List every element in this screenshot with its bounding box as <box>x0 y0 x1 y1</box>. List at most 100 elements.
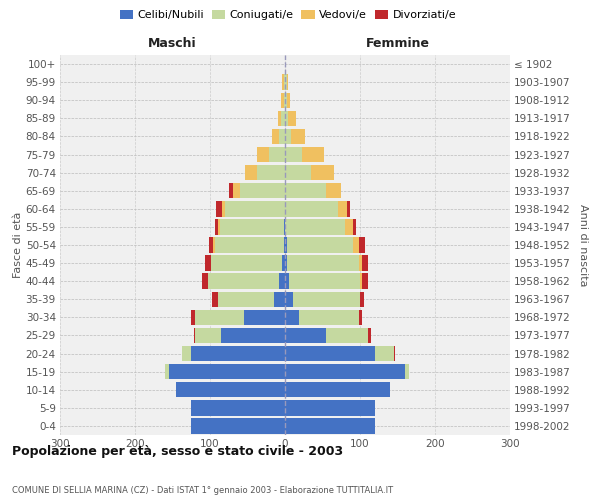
Bar <box>375 346 394 362</box>
Bar <box>394 346 395 362</box>
Bar <box>284 92 285 108</box>
Bar <box>225 201 285 216</box>
Bar <box>285 238 287 252</box>
Bar <box>182 346 191 362</box>
Bar <box>215 219 218 234</box>
Bar <box>191 310 195 325</box>
Bar <box>165 364 169 380</box>
Bar <box>285 382 390 398</box>
Bar <box>281 110 285 126</box>
Bar <box>216 201 222 216</box>
Bar <box>285 219 345 234</box>
Bar <box>281 92 284 108</box>
Bar <box>353 219 356 234</box>
Bar <box>311 165 334 180</box>
Bar <box>282 74 284 90</box>
Bar <box>359 310 362 325</box>
Bar <box>208 274 279 289</box>
Bar <box>287 238 353 252</box>
Bar <box>405 364 409 380</box>
Bar <box>361 256 367 271</box>
Bar <box>367 328 371 343</box>
Bar <box>213 238 215 252</box>
Bar <box>347 201 350 216</box>
Bar <box>215 238 284 252</box>
Bar <box>285 110 288 126</box>
Bar <box>218 292 274 307</box>
Bar <box>285 274 289 289</box>
Bar <box>360 274 361 289</box>
Bar <box>287 256 359 271</box>
Bar <box>353 238 359 252</box>
Bar <box>285 292 293 307</box>
Bar <box>285 400 375 415</box>
Legend: Celibi/Nubili, Coniugati/e, Vedovi/e, Divorziati/e: Celibi/Nubili, Coniugati/e, Vedovi/e, Di… <box>115 6 461 25</box>
Bar <box>285 364 405 380</box>
Bar <box>284 74 285 90</box>
Bar <box>269 147 285 162</box>
Bar <box>288 110 296 126</box>
Bar <box>345 219 353 234</box>
Bar <box>240 183 285 198</box>
Bar <box>293 292 360 307</box>
Bar <box>289 274 360 289</box>
Bar <box>361 274 367 289</box>
Bar <box>271 128 279 144</box>
Bar <box>211 256 282 271</box>
Text: Popolazione per età, sesso e stato civile - 2003: Popolazione per età, sesso e stato civil… <box>12 444 343 458</box>
Bar <box>282 256 285 271</box>
Bar <box>285 128 291 144</box>
Bar <box>285 418 375 434</box>
Bar <box>257 147 269 162</box>
Bar <box>302 147 324 162</box>
Bar <box>279 128 285 144</box>
Bar <box>193 328 195 343</box>
Bar <box>285 74 287 90</box>
Bar <box>285 346 375 362</box>
Bar <box>195 310 244 325</box>
Bar <box>233 183 240 198</box>
Bar <box>191 418 285 434</box>
Bar <box>359 256 361 271</box>
Y-axis label: Fasce di età: Fasce di età <box>13 212 23 278</box>
Bar <box>284 219 285 234</box>
Bar <box>285 328 326 343</box>
Bar <box>205 256 211 271</box>
Bar <box>245 165 257 180</box>
Y-axis label: Anni di nascita: Anni di nascita <box>578 204 587 286</box>
Bar <box>285 256 287 271</box>
Bar <box>285 183 326 198</box>
Bar <box>285 310 299 325</box>
Text: Femmine: Femmine <box>365 36 430 50</box>
Bar <box>326 328 367 343</box>
Bar <box>176 382 285 398</box>
Bar <box>279 274 285 289</box>
Bar <box>337 201 347 216</box>
Bar <box>244 310 285 325</box>
Bar <box>218 219 220 234</box>
Bar <box>257 165 285 180</box>
Bar <box>274 292 285 307</box>
Bar <box>195 328 221 343</box>
Text: COMUNE DI SELLIA MARINA (CZ) - Dati ISTAT 1° gennaio 2003 - Elaborazione TUTTITA: COMUNE DI SELLIA MARINA (CZ) - Dati ISTA… <box>12 486 393 495</box>
Bar <box>285 201 337 216</box>
Bar <box>285 92 287 108</box>
Bar <box>169 364 285 380</box>
Bar <box>221 328 285 343</box>
Bar <box>285 165 311 180</box>
Bar <box>284 238 285 252</box>
Bar <box>202 274 208 289</box>
Bar <box>285 147 302 162</box>
Bar <box>209 238 213 252</box>
Bar <box>326 183 341 198</box>
Bar <box>287 74 288 90</box>
Bar <box>220 219 284 234</box>
Bar <box>191 400 285 415</box>
Bar <box>191 346 285 362</box>
Bar <box>359 238 365 252</box>
Bar <box>287 92 290 108</box>
Text: Maschi: Maschi <box>148 36 197 50</box>
Bar <box>229 183 233 198</box>
Bar <box>212 292 218 307</box>
Bar <box>291 128 305 144</box>
